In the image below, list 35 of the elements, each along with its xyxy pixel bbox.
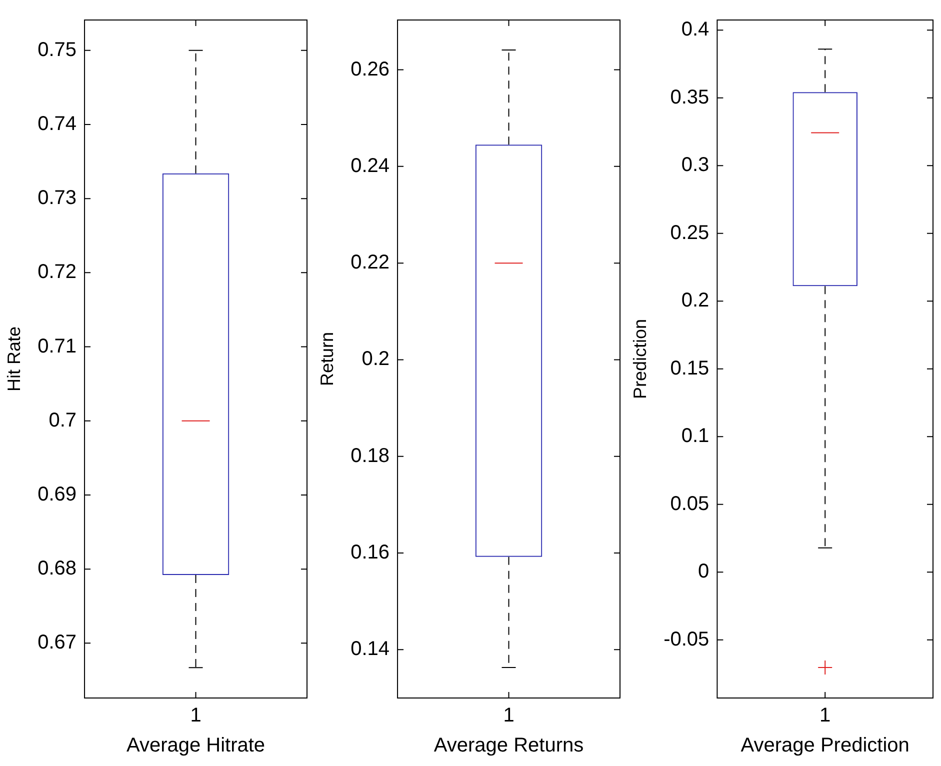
y-tick-label: 0.1 <box>681 425 710 448</box>
y-tick-label: 0.67 <box>38 632 77 654</box>
y-tick-label: 0.24 <box>350 154 390 177</box>
y-tick-label: 0.75 <box>38 38 77 61</box>
y-tick-label: 0.74 <box>38 112 77 135</box>
x-axis-title: Average Hitrate <box>126 734 266 757</box>
y-axis-title: Return <box>316 332 337 386</box>
y-tick-label: 0.7 <box>48 409 77 432</box>
y-tick-label: 0.3 <box>681 154 710 176</box>
x-tick-label: 1 <box>190 704 202 727</box>
y-tick-label: 0.26 <box>350 58 390 80</box>
y-tick-label: 0.16 <box>350 542 390 564</box>
y-tick-label: 0.18 <box>350 444 390 467</box>
y-tick-label: 0.72 <box>38 261 77 284</box>
y-tick-label: 0 <box>698 560 710 583</box>
y-tick-label: 0.35 <box>670 86 710 108</box>
y-tick-label: 0.68 <box>38 558 77 580</box>
y-tick-label: 0.71 <box>38 335 77 358</box>
y-axis-title: Hit Rate <box>4 326 24 392</box>
y-tick-label: 0.2 <box>681 290 710 312</box>
y-axis-title: Prediction <box>630 318 650 400</box>
y-tick-label: 0.15 <box>670 357 710 380</box>
y-tick-label: 0.2 <box>362 348 390 370</box>
y-tick-label: 0.73 <box>38 187 77 210</box>
x-axis-title: Average Prediction <box>740 734 910 757</box>
y-tick-label: 0.4 <box>681 18 710 41</box>
y-tick-label: 0.05 <box>670 492 710 515</box>
y-tick-label: 0.14 <box>350 638 390 660</box>
y-tick-label: -0.05 <box>664 628 710 650</box>
x-axis-title: Average Returns <box>434 734 584 757</box>
y-tick-label: 0.22 <box>350 252 390 274</box>
y-tick-label: 0.69 <box>38 483 77 506</box>
x-tick-label: 1 <box>503 704 514 727</box>
x-tick-label: 1 <box>820 704 831 727</box>
y-tick-label: 0.25 <box>670 222 710 244</box>
